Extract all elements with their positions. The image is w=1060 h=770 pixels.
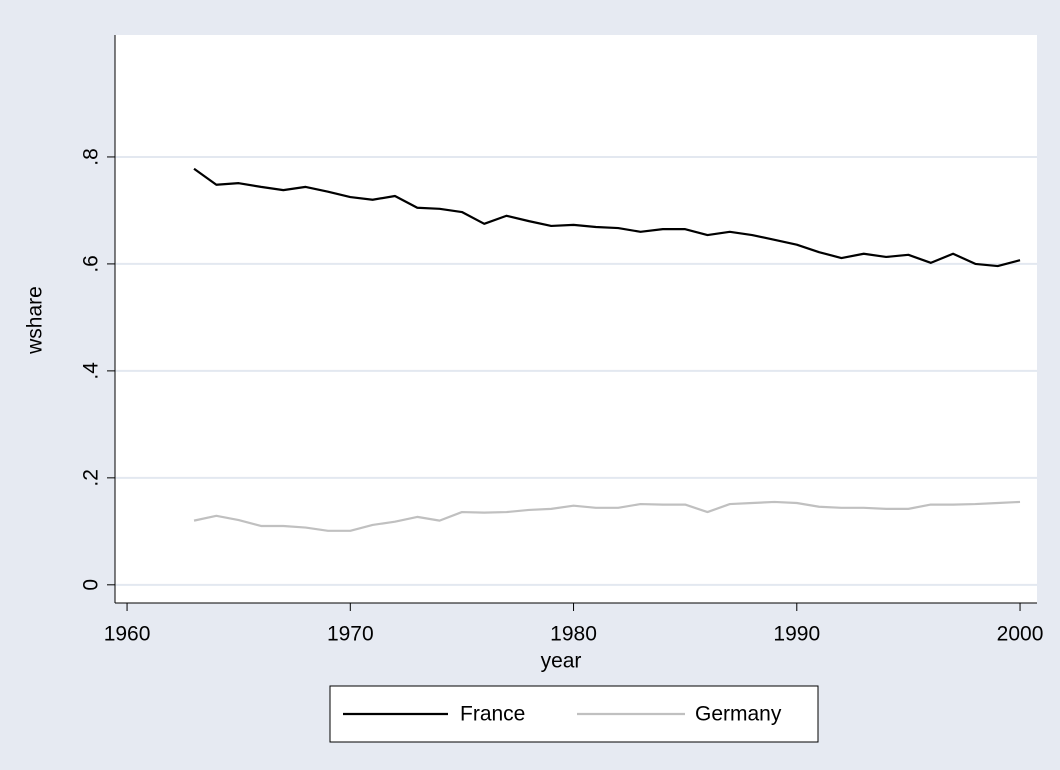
series-line [193,167,1021,268]
plot-area [115,35,1037,603]
y-tick-label: 0 [80,579,103,591]
y-tick-label: .2 [80,469,103,487]
x-tick-label: 1960 [104,623,151,646]
y-axis-label: wshare [24,286,47,355]
legend-label: France [460,703,525,726]
x-tick-label: 2000 [997,623,1044,646]
y-tick-label: .6 [80,255,103,273]
x-tick-label: 1990 [773,623,820,646]
x-tick-label: 1970 [327,623,374,646]
series-line [193,500,1021,532]
x-tick-label: 1980 [550,623,597,646]
y-tick-label: .8 [80,148,103,166]
legend-label: Germany [695,703,782,726]
x-axis-label: year [541,650,582,673]
y-tick-label: .4 [80,362,103,380]
